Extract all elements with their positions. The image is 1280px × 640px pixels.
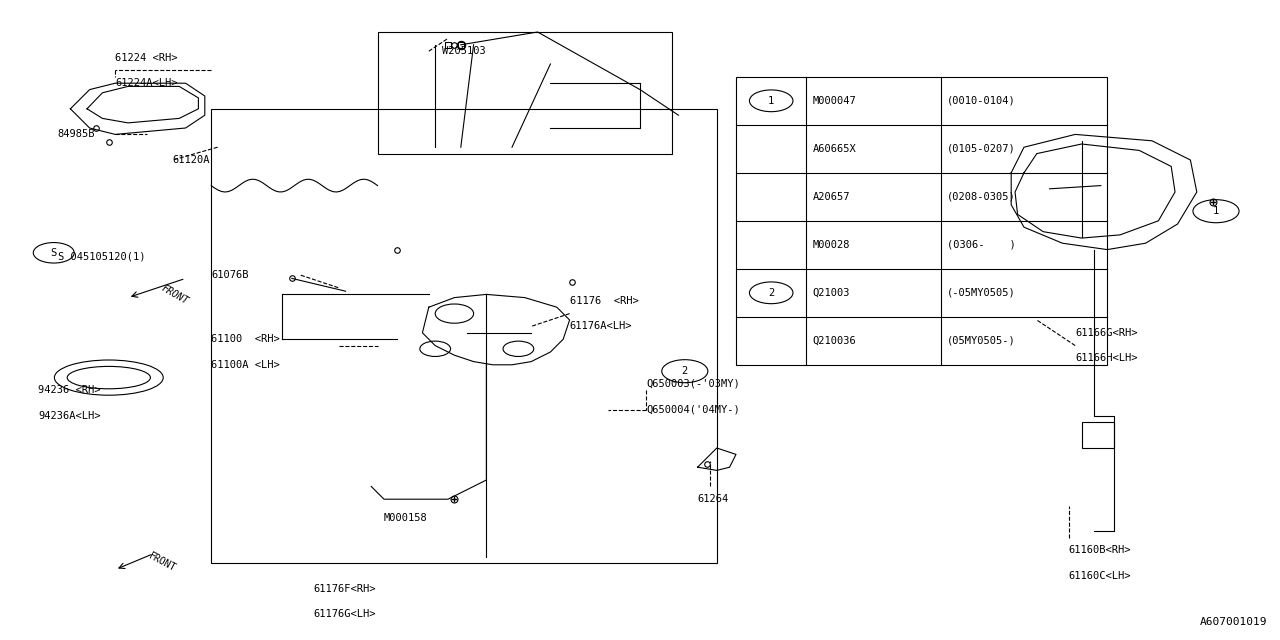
Text: ← FRONT: ← FRONT — [147, 551, 191, 582]
Text: 2: 2 — [768, 288, 774, 298]
Text: A607001019: A607001019 — [1199, 617, 1267, 627]
Bar — [736, 77, 1107, 365]
Text: M00028: M00028 — [813, 240, 850, 250]
Text: 61224 <RH>: 61224 <RH> — [115, 52, 178, 63]
Text: 61076B: 61076B — [211, 270, 248, 280]
Text: 61100  <RH>: 61100 <RH> — [211, 334, 280, 344]
Text: Q650003(-'03MY): Q650003(-'03MY) — [646, 379, 740, 389]
Text: 1: 1 — [1213, 206, 1219, 216]
Text: 61100A <LH>: 61100A <LH> — [211, 360, 280, 370]
Text: 1: 1 — [768, 96, 774, 106]
Text: Q210036: Q210036 — [813, 336, 856, 346]
Text: M000158: M000158 — [384, 513, 428, 524]
Text: FRONT: FRONT — [160, 283, 191, 306]
Text: A60665X: A60665X — [813, 144, 856, 154]
Bar — [1082, 422, 1114, 448]
Text: 94236A<LH>: 94236A<LH> — [38, 411, 101, 421]
Text: 94236 <RH>: 94236 <RH> — [38, 385, 101, 396]
Text: (0306-    ): (0306- ) — [947, 240, 1016, 250]
Text: 61176  <RH>: 61176 <RH> — [570, 296, 639, 306]
Text: (0105-0207): (0105-0207) — [947, 144, 1016, 154]
Text: A20657: A20657 — [813, 192, 850, 202]
Text: 61160B<RH>: 61160B<RH> — [1069, 545, 1132, 556]
Text: 84985B: 84985B — [58, 129, 95, 140]
Text: (05MY0505-): (05MY0505-) — [947, 336, 1016, 346]
Text: (0208-0305): (0208-0305) — [947, 192, 1016, 202]
Text: Q650004('04MY-): Q650004('04MY-) — [646, 404, 740, 415]
Text: 61166H<LH>: 61166H<LH> — [1075, 353, 1138, 364]
Text: 61176G<LH>: 61176G<LH> — [314, 609, 376, 620]
Text: (0010-0104): (0010-0104) — [947, 96, 1016, 106]
Text: 61264: 61264 — [698, 494, 728, 504]
Text: 2: 2 — [682, 366, 687, 376]
Text: (-05MY0505): (-05MY0505) — [947, 288, 1016, 298]
Text: W205103: W205103 — [442, 46, 485, 56]
Text: 61160C<LH>: 61160C<LH> — [1069, 571, 1132, 581]
Text: 61176A<LH>: 61176A<LH> — [570, 321, 632, 332]
Text: 61120A: 61120A — [173, 155, 210, 165]
Bar — [211, 109, 717, 563]
Bar — [378, 32, 672, 154]
Text: Q21003: Q21003 — [813, 288, 850, 298]
Text: S: S — [51, 248, 56, 258]
Text: 61166G<RH>: 61166G<RH> — [1075, 328, 1138, 338]
Text: 61224A<LH>: 61224A<LH> — [115, 78, 178, 88]
Text: 61176F<RH>: 61176F<RH> — [314, 584, 376, 594]
Text: S 045105120(1): S 045105120(1) — [58, 251, 145, 261]
Text: M000047: M000047 — [813, 96, 856, 106]
Text: FRONT: FRONT — [147, 550, 178, 573]
